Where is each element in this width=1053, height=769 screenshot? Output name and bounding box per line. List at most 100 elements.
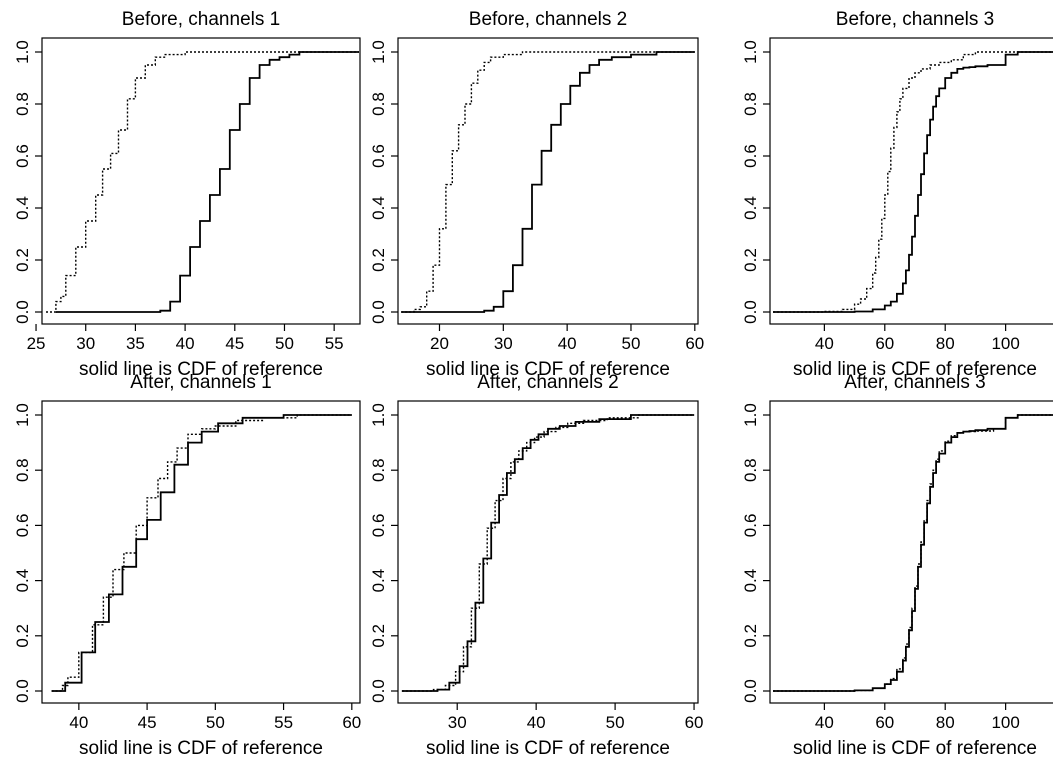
y-tick-label: 0.2	[741, 624, 760, 648]
plot-frame	[769, 37, 1053, 325]
reference-cdf-line	[401, 51, 695, 313]
x-tick-label: 60	[685, 334, 704, 353]
dotted-series-line	[773, 414, 1053, 692]
y-tick-label: 0.0	[369, 679, 388, 703]
y-tick-label: 0.8	[741, 458, 760, 482]
x-axis-label: solid line is CDF of reference	[79, 738, 323, 759]
x-tick-label: 30	[448, 713, 467, 732]
y-tick-label: 0.6	[741, 144, 760, 168]
plot-frame	[41, 37, 361, 325]
chart-title: After, channels 1	[130, 372, 272, 393]
reference-cdf-line	[51, 414, 352, 692]
dotted-series-line	[51, 414, 352, 692]
y-tick-label: 0.6	[13, 144, 32, 168]
x-tick-label: 50	[622, 334, 641, 353]
y-tick-label: 0.2	[13, 248, 32, 272]
y-tick-label: 0.4	[369, 196, 388, 220]
x-tick-label: 60	[875, 334, 894, 353]
x-tick-label: 40	[815, 713, 834, 732]
y-tick-label: 0.2	[741, 248, 760, 272]
y-tick-label: 0.4	[13, 196, 32, 220]
x-tick-label: 20	[430, 334, 449, 353]
y-tick-label: 0.8	[369, 92, 388, 116]
dotted-series-line	[46, 51, 359, 313]
x-tick-label: 45	[225, 334, 244, 353]
y-tick-label: 0.2	[369, 248, 388, 272]
x-axis-label: solid line is CDF of reference	[79, 359, 323, 380]
dotted-series-line	[773, 51, 1053, 313]
y-tick-label: 1.0	[741, 403, 760, 427]
y-tick-label: 0.4	[13, 569, 32, 593]
plot-frame	[397, 37, 699, 325]
x-tick-label: 55	[274, 713, 293, 732]
x-axis-label: solid line is CDF of reference	[793, 738, 1037, 759]
y-tick-label: 0.4	[741, 196, 760, 220]
y-tick-label: 1.0	[741, 40, 760, 64]
x-tick-label: 30	[76, 334, 95, 353]
x-tick-label: 80	[936, 713, 955, 732]
x-tick-label: 60	[685, 713, 704, 732]
x-tick-label: 80	[936, 334, 955, 353]
chart-panel-2: Before, channels 2 solid line is CDF of r…	[369, 9, 704, 380]
x-tick-label: 100	[991, 713, 1019, 732]
y-tick-label: 0.0	[13, 679, 32, 703]
y-tick-label: 0.0	[741, 679, 760, 703]
x-tick-label: 45	[138, 713, 157, 732]
x-axis-label: solid line is CDF of reference	[426, 359, 670, 380]
x-tick-label: 40	[69, 713, 88, 732]
chart-title: Before, channels 2	[469, 9, 627, 30]
x-tick-label: 40	[558, 334, 577, 353]
y-tick-label: 0.4	[741, 569, 760, 593]
y-tick-label: 0.2	[369, 624, 388, 648]
y-tick-label: 0.8	[13, 458, 32, 482]
chart-panel-1: Before, channels 1 solid line is CDF of r…	[13, 9, 361, 380]
y-tick-label: 0.8	[369, 458, 388, 482]
plot-frame	[397, 400, 699, 704]
chart-title: Before, channels 1	[122, 9, 280, 30]
reference-cdf-line	[55, 51, 359, 313]
x-tick-label: 40	[176, 334, 195, 353]
x-tick-label: 25	[27, 334, 46, 353]
x-tick-label: 50	[606, 713, 625, 732]
chart-panel-6: After, channels 3 solid line is CDF of re…	[741, 372, 1053, 759]
x-tick-label: 55	[325, 334, 344, 353]
x-axis-label: solid line is CDF of reference	[426, 738, 670, 759]
y-tick-label: 1.0	[369, 403, 388, 427]
dotted-series-line	[401, 51, 695, 313]
x-axis-label: solid line is CDF of reference	[793, 359, 1037, 380]
x-tick-label: 40	[815, 334, 834, 353]
reference-cdf-line	[773, 51, 1053, 313]
y-tick-label: 0.0	[369, 300, 388, 324]
y-tick-label: 1.0	[13, 40, 32, 64]
y-tick-label: 1.0	[13, 403, 32, 427]
chart-panel-5: After, channels 2 solid line is CDF of re…	[369, 372, 704, 759]
y-tick-label: 0.6	[741, 514, 760, 538]
x-tick-label: 60	[875, 713, 894, 732]
plot-frame	[769, 400, 1053, 704]
y-tick-label: 0.0	[13, 300, 32, 324]
x-tick-label: 35	[126, 334, 145, 353]
chart-title: After, channels 3	[844, 372, 986, 393]
x-tick-label: 100	[991, 334, 1019, 353]
x-tick-label: 30	[494, 334, 513, 353]
y-tick-label: 0.4	[369, 569, 388, 593]
y-tick-label: 0.0	[741, 300, 760, 324]
reference-cdf-line	[401, 414, 695, 692]
x-tick-label: 40	[527, 713, 546, 732]
y-tick-label: 0.6	[369, 514, 388, 538]
y-tick-label: 0.8	[13, 92, 32, 116]
plot-frame	[41, 400, 361, 704]
y-tick-label: 1.0	[369, 40, 388, 64]
y-tick-label: 0.2	[13, 624, 32, 648]
chart-title: Before, channels 3	[836, 9, 994, 30]
x-tick-label: 60	[342, 713, 361, 732]
y-tick-label: 0.6	[369, 144, 388, 168]
y-tick-label: 0.6	[13, 514, 32, 538]
reference-cdf-line	[773, 414, 1053, 692]
y-tick-label: 0.8	[741, 92, 760, 116]
chart-title: After, channels 2	[477, 372, 619, 393]
x-tick-label: 50	[275, 334, 294, 353]
x-tick-label: 50	[206, 713, 225, 732]
dotted-series-line	[401, 414, 695, 692]
